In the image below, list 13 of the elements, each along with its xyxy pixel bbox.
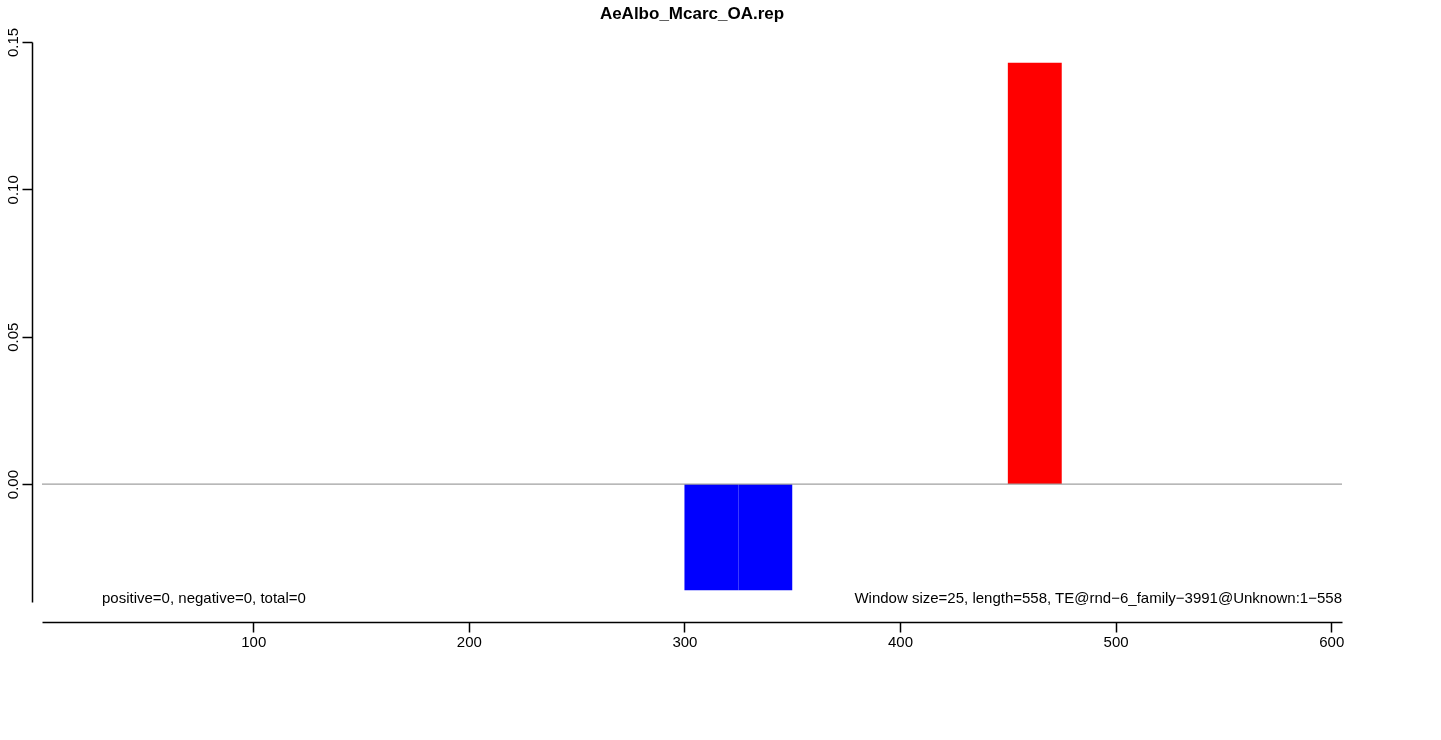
x-tick-label: 400	[888, 632, 914, 650]
annotation: positive=0, negative=0, total=0	[102, 589, 306, 606]
x-tick-label: 500	[1103, 632, 1129, 650]
y-tick-label: 0.05	[3, 322, 21, 352]
annotation: Window size=25, length=558, TE@rnd−6_family−3991@Unknown:1−558	[854, 589, 1342, 606]
y-tick-label: 0.10	[3, 175, 21, 205]
x-tick-label: 300	[672, 632, 698, 650]
y-tick-label: 0.15	[3, 27, 21, 58]
y-tick-label: 0.00	[3, 470, 21, 500]
x-tick-label: 600	[1319, 632, 1345, 650]
x-tick-label: 100	[241, 632, 267, 650]
x-tick-label: 200	[456, 632, 482, 650]
chart-title: AeAlbo_Mcarc_OA.rep	[599, 4, 785, 24]
